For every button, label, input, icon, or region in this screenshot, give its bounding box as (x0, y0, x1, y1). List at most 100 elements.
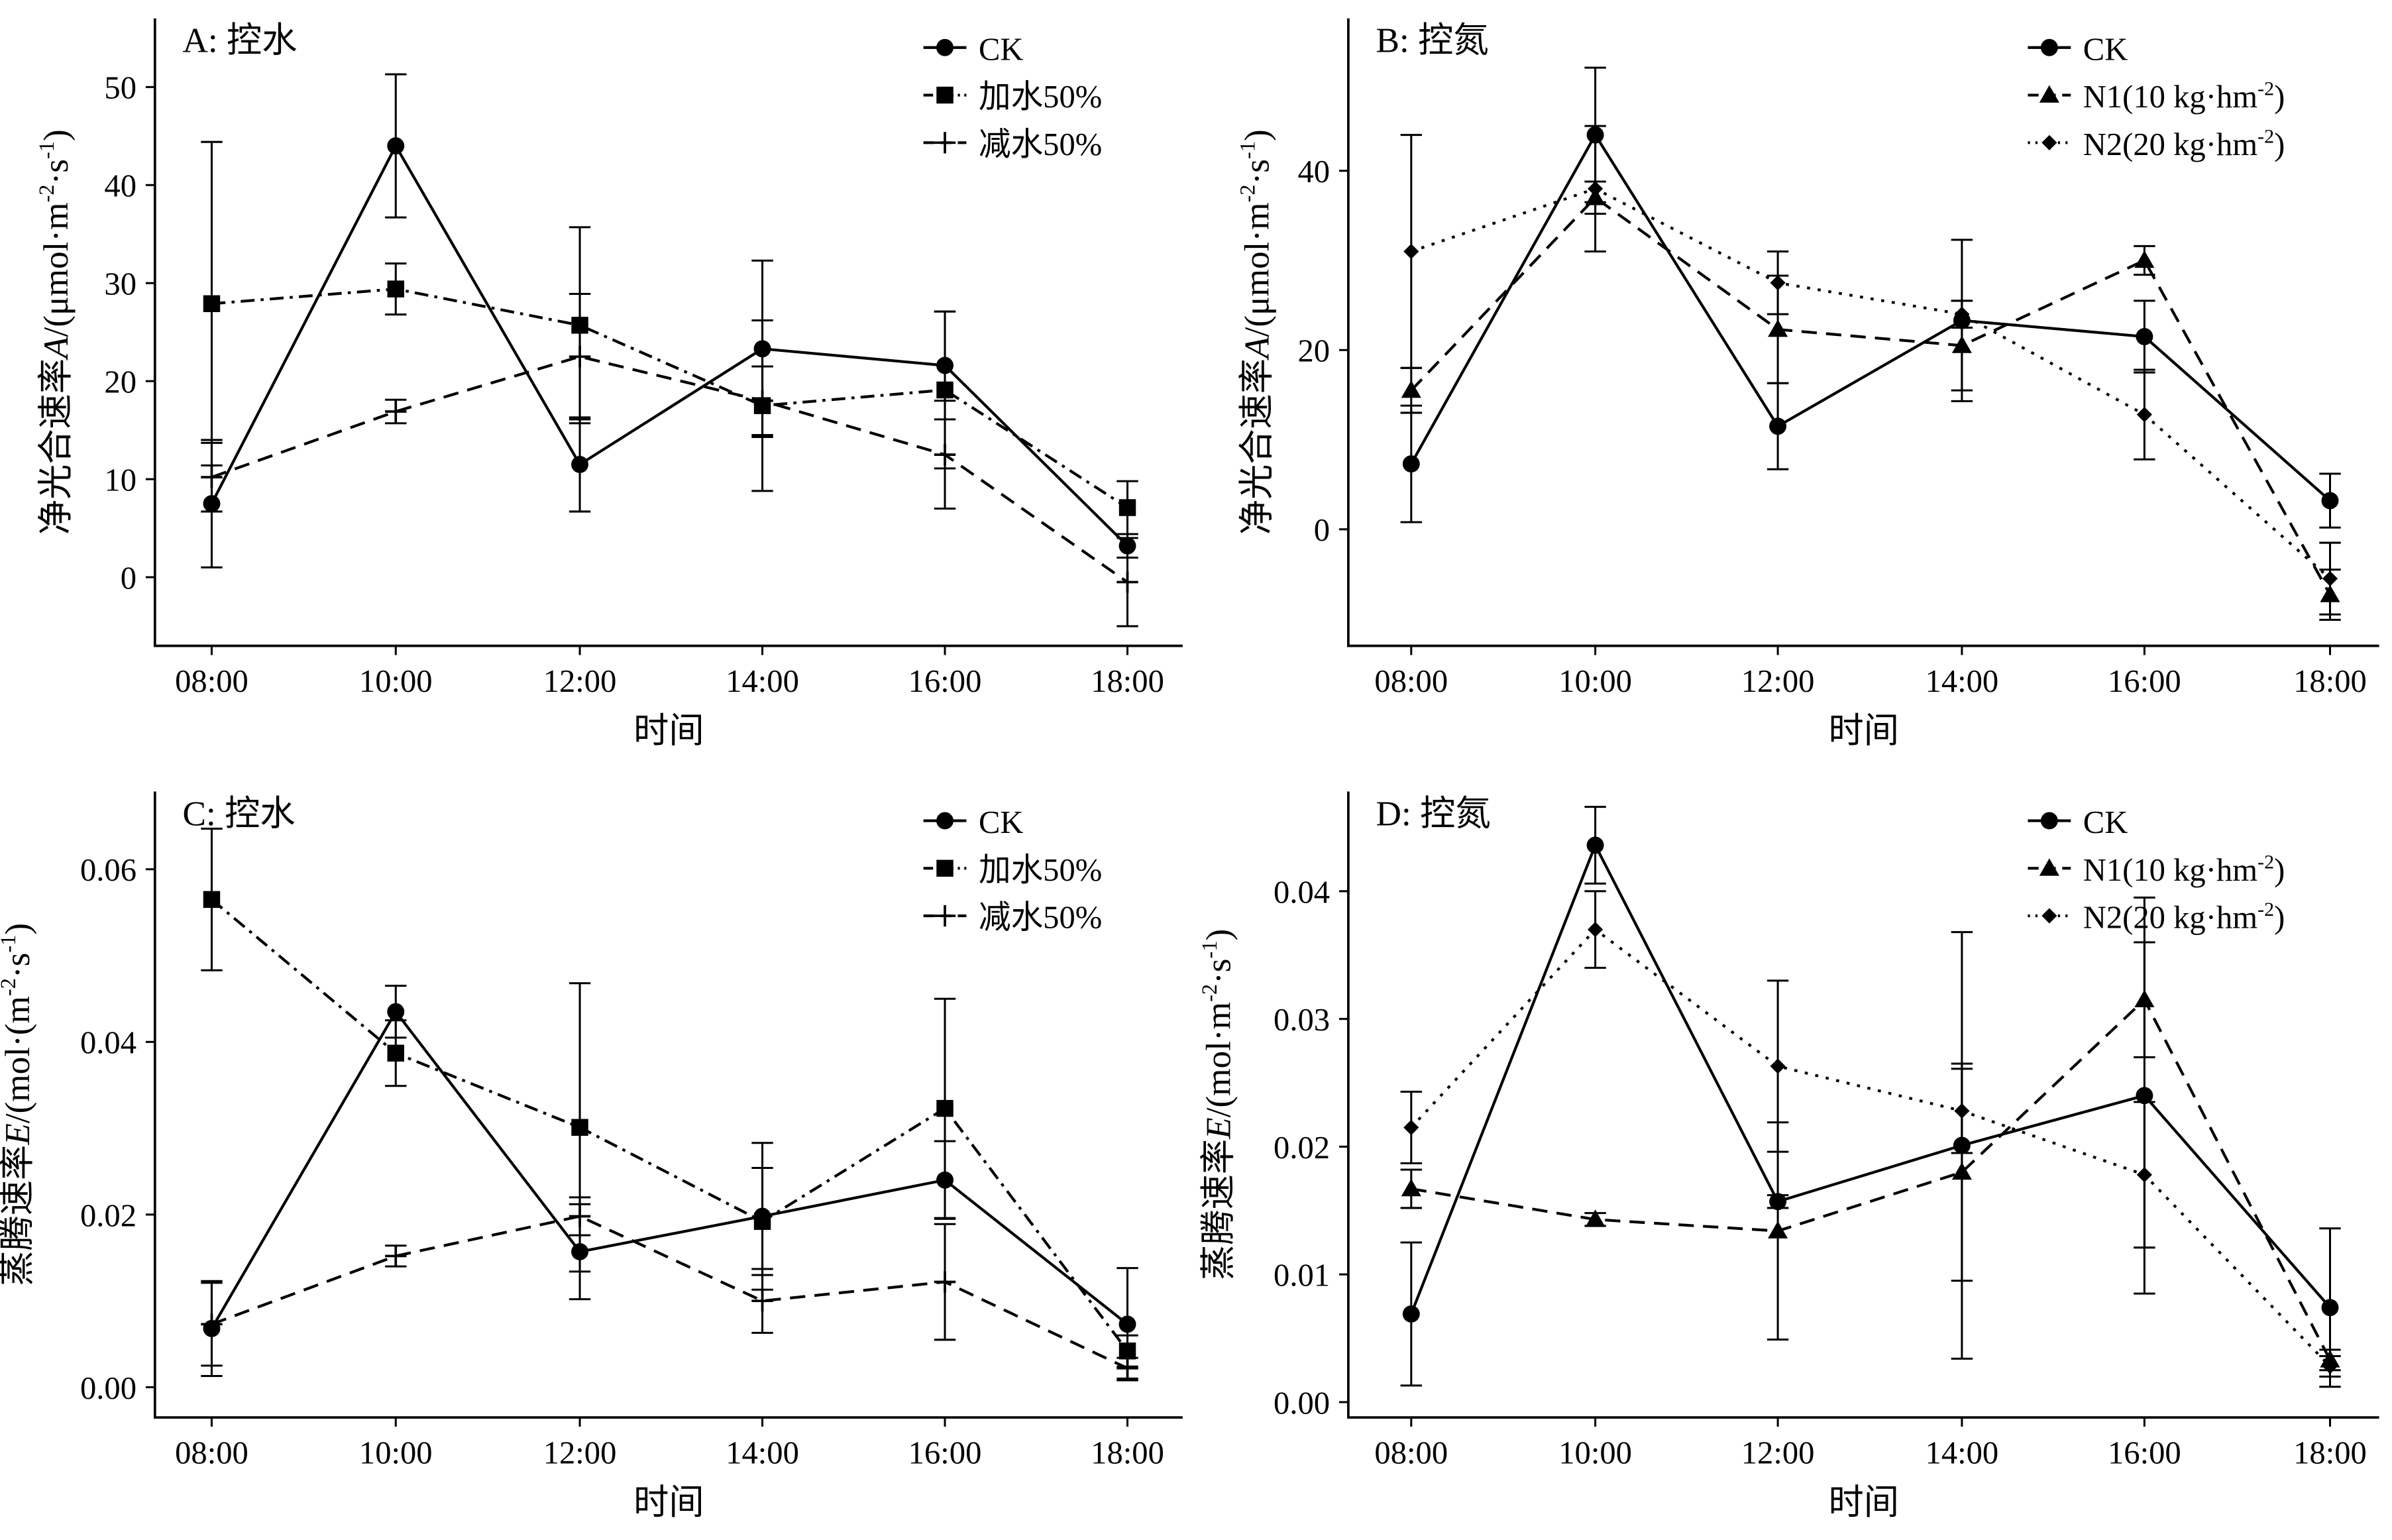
legend-entry: N1(10 kg·hm-2) (2028, 78, 2285, 115)
legend-label: 减水50% (979, 900, 1102, 936)
legend-entry: N2(20 kg·hm-2) (2028, 898, 2285, 936)
legend-label: 减水50% (979, 127, 1102, 162)
legend-label: N1(10 kg·hm-2) (2083, 850, 2285, 888)
x-tick-label: 10:00 (359, 1435, 433, 1471)
data-point (2321, 492, 2339, 510)
x-tick-label: 10:00 (359, 663, 433, 699)
series-1 (1400, 806, 2341, 1388)
data-point (934, 443, 956, 466)
data-point (1585, 1209, 1605, 1227)
y-axis-label: 蒸腾速率E/(mol·(m-2·s-1) (0, 923, 37, 1286)
x-tick-label: 12:00 (543, 1435, 617, 1471)
y-tick-label: 0.01 (1274, 1258, 1330, 1293)
y-tick-label: 0.04 (1274, 874, 1330, 910)
data-point (1402, 1305, 1420, 1323)
legend-marker (934, 132, 956, 154)
legend-entry: N1(10 kg·hm-2) (2028, 850, 2285, 888)
y-tick-label: 30 (104, 266, 136, 302)
data-point (1951, 335, 1972, 353)
x-tick-label: 16:00 (908, 1435, 982, 1471)
legend-marker (936, 38, 954, 56)
x-tick-label: 08:00 (1374, 1435, 1448, 1471)
x-tick-label: 18:00 (1091, 1435, 1164, 1471)
legend-label: 加水50% (979, 79, 1102, 115)
data-point (387, 137, 405, 155)
legend-entry: CK (2028, 31, 2128, 67)
y-tick-label: 0 (121, 560, 136, 596)
axes-frame (153, 18, 1183, 647)
series-line (210, 1009, 1128, 1329)
x-axis-label: 时间 (1828, 1483, 1898, 1522)
x-tick-label: 14:00 (726, 1435, 799, 1471)
legend-label: N2(20 kg·hm-2) (2083, 898, 2285, 936)
data-point (1586, 836, 1604, 854)
data-point (1116, 1357, 1138, 1380)
data-point (2322, 571, 2338, 586)
data-point (2134, 250, 2155, 268)
data-point (1770, 1058, 1786, 1074)
x-tick-label: 12:00 (1741, 663, 1815, 699)
data-point (1403, 1119, 1419, 1136)
legend-marker (2039, 85, 2059, 103)
y-tick-label: 0 (1314, 512, 1330, 548)
data-point (385, 1245, 407, 1267)
panel-4: 0.00 0.01 0.02 0.03 0.04 08:00 10:00 12:00 14:00… (1198, 791, 2379, 1522)
series-line (210, 142, 1128, 547)
y-tick-label: 10 (104, 462, 136, 498)
panel-3: 0.00 0.02 0.04 0.06 08:00 10:00 12:00 14:00 16:0… (0, 791, 1183, 1522)
data-point (1954, 1103, 1970, 1119)
data-point (1118, 1343, 1136, 1360)
x-axis-label: 时间 (1828, 711, 1898, 750)
legend-label: CK (2083, 31, 2128, 67)
panel-1: 0 10 20 30 40 50 08:00 10:00 12:00 14:00 16:00 18:0… (35, 18, 1183, 750)
y-axis-label: 净光合速率A/(μmol·m-2·s-1) (35, 129, 76, 535)
y-tick-label: 20 (104, 364, 136, 400)
x-tick-label: 12:00 (543, 663, 617, 699)
x-tick-label: 12:00 (1741, 1435, 1815, 1471)
legend-label: CK (979, 31, 1024, 67)
data-point (2136, 407, 2152, 423)
data-point (1402, 455, 1420, 472)
legend-marker (2040, 38, 2058, 56)
data-point (2322, 1358, 2338, 1374)
data-point (201, 1313, 223, 1335)
legend-entry: CK (923, 804, 1024, 840)
data-point (751, 390, 773, 412)
panel-title: D: 控氮 (1376, 794, 1491, 833)
series-line (1409, 842, 2332, 1315)
legend-label: N1(10 kg·hm-2) (2083, 78, 2285, 115)
x-tick-label: 08:00 (175, 663, 248, 699)
data-point (387, 280, 405, 298)
data-point (936, 381, 953, 399)
legend-label: CK (2083, 804, 2128, 840)
series-3 (1400, 890, 2341, 1378)
data-point (1588, 922, 1604, 938)
data-point (1770, 275, 1786, 291)
legend-marker (2041, 908, 2057, 924)
x-tick-label: 16:00 (908, 663, 982, 699)
y-tick-label: 0.04 (80, 1025, 136, 1061)
y-tick-label: 0.02 (80, 1197, 136, 1233)
legend-entry: 加水50% (923, 852, 1102, 888)
data-point (934, 1271, 956, 1293)
legend-label: N2(20 kg·hm-2) (2083, 125, 2285, 162)
y-axis-label: 蒸腾速率E/(mol·m-2·s-1) (1198, 929, 1238, 1280)
data-point (1769, 417, 1787, 435)
data-point (1116, 571, 1138, 593)
data-point (387, 1044, 405, 1062)
y-tick-label: 0.03 (1274, 1002, 1330, 1038)
series-3 (201, 1196, 1138, 1380)
panel-2: 0 20 40 08:00 10:00 12:00 14:00 16:00 18:00 时间 净光合… (1236, 18, 2379, 750)
legend-label: CK (979, 804, 1024, 840)
series-line (1409, 132, 2331, 502)
series-line (1410, 927, 2331, 1368)
y-tick-label: 0.00 (80, 1370, 136, 1406)
data-point (201, 466, 223, 488)
y-tick-label: 0.06 (80, 852, 136, 888)
data-point (385, 400, 407, 423)
series-line (211, 898, 1129, 1352)
series-2 (1400, 941, 2341, 1372)
x-tick-label: 14:00 (1926, 663, 1999, 699)
data-point (571, 1119, 588, 1136)
